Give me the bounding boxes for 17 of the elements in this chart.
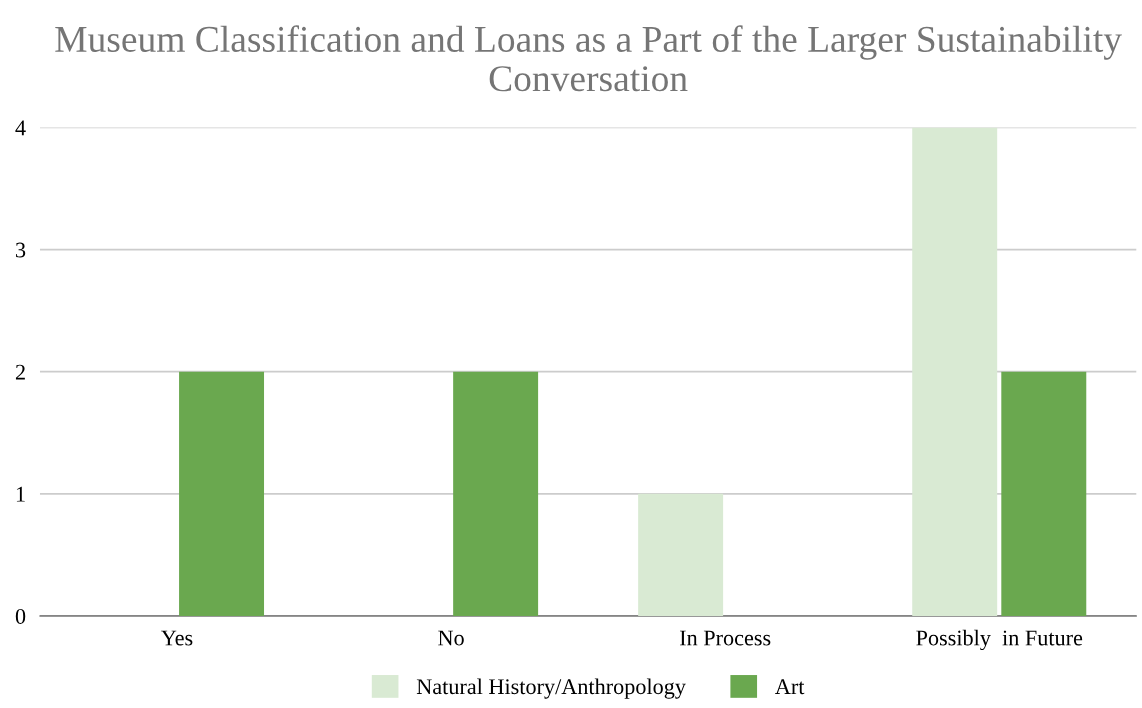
bar <box>1001 371 1087 616</box>
x-tick-label: Yes <box>161 630 193 646</box>
y-tick-label: 0 <box>15 608 26 624</box>
y-tick-label: 3 <box>16 242 26 258</box>
x-tick-label: No <box>438 630 464 646</box>
bar <box>638 493 724 616</box>
bar <box>179 371 265 616</box>
x-tick-label: Possibly in Future <box>916 629 1083 651</box>
legend-label: Art <box>775 679 805 695</box>
legend-label: Natural History/Anthropology <box>416 678 686 699</box>
y-tick-label: 1 <box>16 486 25 502</box>
bar <box>453 371 539 616</box>
chart-title: Museum Classification and Loans as a Part of the Larger Sustainability Conversation <box>55 25 1122 92</box>
y-tick-label: 2 <box>15 364 25 380</box>
bar <box>912 127 998 616</box>
x-tick-label: In Process <box>679 630 771 646</box>
y-tick-label: 4 <box>15 120 26 136</box>
